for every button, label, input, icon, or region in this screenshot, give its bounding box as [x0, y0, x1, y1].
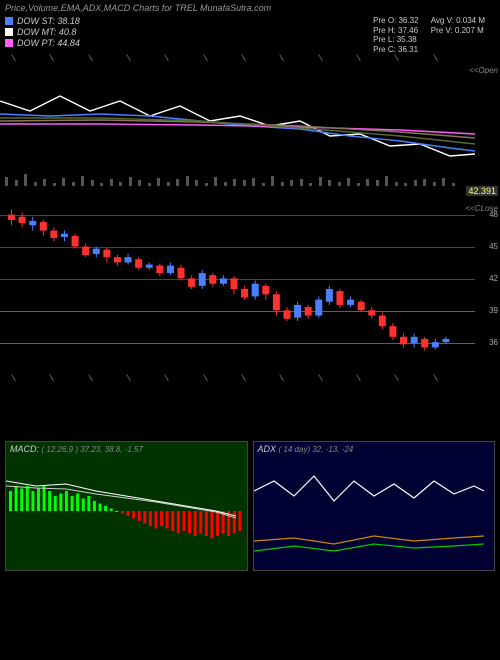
volume-bar	[157, 178, 160, 186]
tick-mark: |	[393, 373, 399, 382]
candlestick-chart: <<CLose 4845423936	[0, 204, 500, 374]
spacer	[0, 386, 500, 436]
top-month-ticks: | | | | | | | | | | | |	[0, 54, 500, 66]
y-axis-label: 36	[489, 338, 498, 347]
stat-line: Pre V: 0.207 M	[431, 26, 485, 36]
y-axis-label: 39	[489, 306, 498, 315]
pre-ohlc: Pre O: 36.32Pre H: 37.46Pre L: 35.38Pre …	[373, 16, 418, 54]
y-axis-label: 42	[489, 274, 498, 283]
legend-item: DOW ST: 38.18	[5, 16, 80, 26]
chart-header: Price,Volume,EMA,ADX,MACD Charts for TRE…	[0, 0, 500, 16]
bottom-month-ticks: | | | | | | | | | | | |	[0, 374, 500, 386]
stat-line: Pre O: 36.32	[373, 16, 418, 26]
close-marker-row: 42.391	[0, 186, 500, 200]
volume-bar	[423, 179, 426, 186]
legend-swatch	[5, 28, 13, 36]
y-axis-label: 45	[489, 242, 498, 251]
pre-volume: Avg V: 0.034 MPre V: 0.207 M	[431, 16, 485, 35]
volume-bar	[319, 177, 322, 187]
tick-mark: |	[432, 53, 438, 62]
tick-mark: |	[317, 53, 323, 62]
volume-bar	[129, 177, 132, 187]
stat-line: Avg V: 0.034 M	[431, 16, 485, 26]
tick-mark: |	[125, 373, 131, 382]
stat-line: Pre C: 36.31	[373, 45, 418, 55]
adx-panel: ADX ( 14 day) 32, -13, -24	[253, 441, 496, 571]
tick-mark: |	[355, 53, 361, 62]
volume-bar	[43, 179, 46, 186]
tick-mark: |	[48, 373, 54, 382]
volume-bar	[233, 179, 236, 186]
legend-swatch	[5, 39, 13, 47]
legend-indicators: DOW ST: 38.18DOW MT: 40.8DOW PT: 44.84	[5, 16, 80, 54]
tick-mark: |	[393, 53, 399, 62]
legend-block: DOW ST: 38.18DOW MT: 40.8DOW PT: 44.84 P…	[0, 16, 500, 54]
tick-mark: |	[240, 53, 246, 62]
volume-bar	[442, 178, 445, 186]
tick-mark: |	[355, 373, 361, 382]
volume-bar	[62, 178, 65, 186]
macd-svg	[6, 456, 246, 566]
adx-title-row: ADX ( 14 day) 32, -13, -24	[254, 442, 495, 456]
volume-bar	[186, 176, 189, 187]
volume-bar	[300, 179, 303, 186]
volume-bar	[347, 178, 350, 186]
legend-label: DOW MT: 40.8	[17, 27, 76, 37]
legend-item: DOW PT: 44.84	[5, 38, 80, 48]
volume-bar	[385, 176, 388, 187]
tick-mark: |	[163, 53, 169, 62]
adx-params: ( 14 day) 32, -13, -24	[279, 445, 354, 454]
ema-volume-chart: <<Open	[0, 66, 500, 186]
open-axis-label: <<Open	[469, 66, 498, 75]
macd-params: ( 12,26,9 ) 37.23, 38.8, -1.57	[42, 445, 143, 454]
volume-bar	[252, 178, 255, 186]
tick-mark: |	[317, 373, 323, 382]
stat-line: Pre L: 35.38	[373, 35, 418, 45]
legend-swatch	[5, 17, 13, 25]
tick-mark: |	[87, 373, 93, 382]
macd-title: MACD:	[10, 444, 39, 454]
adx-svg	[254, 456, 494, 566]
ema-lines-svg	[0, 66, 475, 186]
stat-line: Pre H: 37.46	[373, 26, 418, 36]
legend-item: DOW MT: 40.8	[5, 27, 80, 37]
tick-mark: |	[432, 373, 438, 382]
macd-title-row: MACD: ( 12,26,9 ) 37.23, 38.8, -1.57	[6, 442, 247, 456]
tick-mark: |	[10, 53, 16, 62]
legend-label: DOW ST: 38.18	[17, 16, 80, 26]
tick-mark: |	[125, 53, 131, 62]
close-price-marker: 42.391	[466, 186, 498, 196]
y-axis-label: 48	[489, 210, 498, 219]
header-title: Price,Volume,EMA,ADX,MACD Charts for TRE…	[5, 3, 271, 13]
tick-mark: |	[87, 53, 93, 62]
adx-title: ADX	[258, 444, 277, 454]
volume-bar	[271, 176, 274, 187]
tick-mark: |	[10, 373, 16, 382]
indicators-row: MACD: ( 12,26,9 ) 37.23, 38.8, -1.57 ADX…	[0, 436, 500, 576]
volume-bar	[81, 176, 84, 187]
volume-bar	[110, 179, 113, 186]
tick-mark: |	[278, 373, 284, 382]
tick-mark: |	[202, 53, 208, 62]
tick-mark: |	[278, 53, 284, 62]
tick-mark: |	[48, 53, 54, 62]
volume-bar	[5, 177, 8, 187]
volume-bar	[366, 179, 369, 186]
tick-mark: |	[163, 373, 169, 382]
legend-label: DOW PT: 44.84	[17, 38, 80, 48]
volume-bar	[24, 174, 27, 186]
tick-mark: |	[202, 373, 208, 382]
volume-bar	[176, 179, 179, 186]
macd-panel: MACD: ( 12,26,9 ) 37.23, 38.8, -1.57	[5, 441, 248, 571]
volume-bar	[214, 177, 217, 187]
tick-mark: |	[240, 373, 246, 382]
legend-stats: Pre O: 36.32Pre H: 37.46Pre L: 35.38Pre …	[373, 16, 495, 54]
